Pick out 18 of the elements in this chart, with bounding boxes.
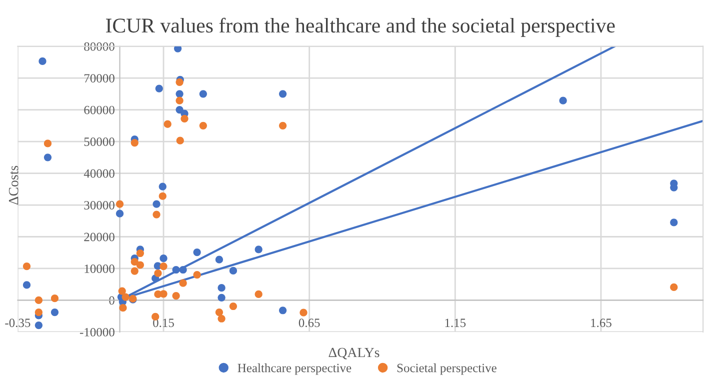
x-tick-label: 1.65 (591, 318, 612, 328)
x-tick-label: 1.15 (445, 318, 466, 328)
chart-title: ICUR values from the healthcare and the societal perspective (106, 18, 615, 37)
y-tick-label: 10000 (84, 264, 114, 273)
y-tick-label: 60000 (84, 106, 114, 114)
y-axis-title: ΔCosts (8, 166, 18, 205)
x-axis-title: ΔQALYs (328, 348, 380, 360)
x-tick-label: -0.35 (5, 318, 30, 328)
y-tick-label: 40000 (84, 169, 114, 178)
x-tick-label: 0.15 (153, 318, 174, 328)
y-tick-label: 20000 (84, 232, 114, 242)
y-tick-label: 30000 (84, 201, 114, 210)
y-tick-label: 70000 (84, 74, 114, 83)
x-tick-label: 0.65 (298, 318, 320, 328)
y-tick-label: -10000 (80, 328, 114, 336)
y-tick-label: 50000 (84, 138, 114, 146)
legend-label: Societal perspective (397, 363, 496, 375)
legend-label: Healthcare perspective (238, 363, 352, 375)
